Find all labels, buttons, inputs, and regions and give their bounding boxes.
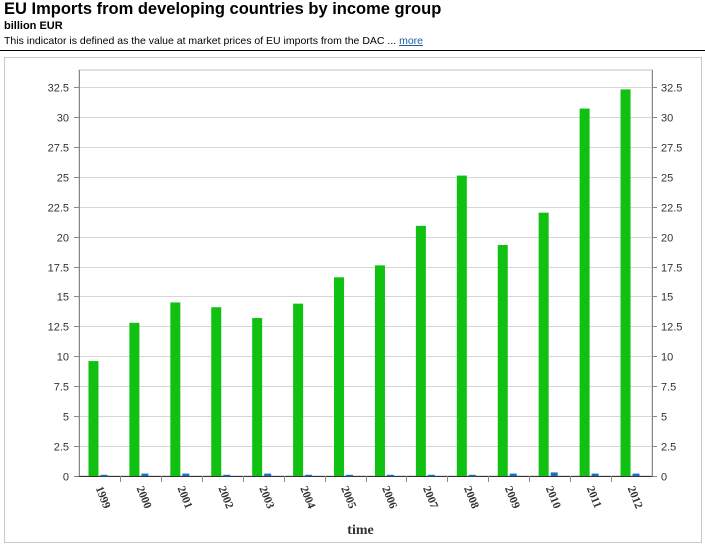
bar-series-1 bbox=[293, 303, 304, 476]
bar-series-2 bbox=[264, 473, 272, 476]
bar-series-1 bbox=[129, 322, 140, 476]
y-tick-label-left: 7.5 bbox=[54, 382, 69, 394]
y-tick-label-left: 10 bbox=[57, 352, 69, 364]
x-tick-label: 2007 bbox=[420, 485, 440, 511]
bar-series-1 bbox=[538, 212, 549, 476]
x-tick-label: 1999 bbox=[93, 485, 113, 511]
y-tick-label-left: 30 bbox=[57, 113, 69, 125]
bar-series-2 bbox=[550, 472, 558, 476]
bar-series-2 bbox=[182, 473, 190, 476]
bar-series-2 bbox=[141, 473, 149, 476]
y-tick-label-right: 10 bbox=[661, 352, 673, 364]
y-tick-label-right: 32.5 bbox=[661, 83, 682, 95]
chart-frame: 0 0 2.5 2.5 5 5 7.5 7.5 10 10 12.5 12.5 15 15 17.5 17.5… bbox=[4, 57, 702, 543]
plot-area bbox=[78, 69, 653, 477]
y-tick-label-right: 7.5 bbox=[661, 382, 676, 394]
bar-series-2 bbox=[591, 473, 599, 476]
bar-series-2 bbox=[223, 474, 231, 477]
y-tick-label-left: 25 bbox=[57, 173, 69, 185]
y-tick-label-left: 5 bbox=[63, 412, 69, 424]
bar-series-1 bbox=[620, 89, 631, 476]
y-tick-label-right: 0 bbox=[661, 472, 667, 484]
y-tick-label-right: 25 bbox=[661, 173, 673, 185]
x-tick-label: 2003 bbox=[256, 485, 276, 511]
y-tick-label-right: 20 bbox=[661, 233, 673, 245]
bar-series-2 bbox=[632, 473, 640, 476]
y-tick-label-right: 27.5 bbox=[661, 143, 682, 155]
x-axis-title: time bbox=[347, 523, 373, 538]
more-link[interactable]: more bbox=[399, 35, 424, 47]
x-tick-label: 2002 bbox=[215, 485, 235, 511]
x-tick-label: 2009 bbox=[502, 485, 522, 511]
y-tick-label-right: 15 bbox=[661, 292, 673, 304]
x-tick-label: 2011 bbox=[584, 485, 604, 510]
y-tick-label-left: 27.5 bbox=[48, 143, 69, 155]
y-tick-label-right: 22.5 bbox=[661, 203, 682, 215]
header: EU Imports from developing countries by … bbox=[4, 0, 704, 48]
y-tick-label-right: 30 bbox=[661, 113, 673, 125]
y-tick-label-left: 32.5 bbox=[48, 83, 69, 95]
x-tick-label: 2008 bbox=[461, 485, 481, 511]
bar-series-1 bbox=[334, 277, 345, 476]
y-tick-label-right: 2.5 bbox=[661, 442, 676, 454]
bar-series-1 bbox=[579, 108, 590, 476]
bar-series-2 bbox=[100, 474, 108, 477]
bar-series-1 bbox=[211, 307, 222, 476]
bar-series-1 bbox=[252, 318, 263, 476]
y-tick-label-left: 22.5 bbox=[48, 203, 69, 215]
y-tick-label-left: 20 bbox=[57, 233, 69, 245]
bar-series-2 bbox=[468, 474, 476, 477]
x-tick-label: 2012 bbox=[625, 485, 645, 511]
y-tick-label-left: 12.5 bbox=[48, 322, 69, 334]
y-tick-label-right: 17.5 bbox=[661, 263, 682, 275]
bar-series-2 bbox=[346, 474, 354, 477]
bar-series-1 bbox=[374, 265, 385, 476]
unit-label: billion EUR bbox=[4, 20, 63, 32]
x-tick-label: 2005 bbox=[338, 485, 358, 511]
x-tick-label: 2010 bbox=[543, 485, 563, 511]
y-tick-label-right: 5 bbox=[661, 412, 667, 424]
bar-chart: 0 0 2.5 2.5 5 5 7.5 7.5 10 10 12.5 12.5 15 15 17.5 17.5… bbox=[48, 69, 682, 538]
y-tick-label-right: 12.5 bbox=[661, 322, 682, 334]
x-tick-label: 2004 bbox=[297, 485, 317, 511]
description-text: This indicator is defined as the value a… bbox=[4, 35, 397, 47]
bar-series-1 bbox=[415, 225, 426, 476]
page-title: EU Imports from developing countries by … bbox=[4, 0, 442, 18]
indicator-description: This indicator is defined as the value a… bbox=[4, 35, 704, 48]
y-tick-label-left: 15 bbox=[57, 292, 69, 304]
bar-series-1 bbox=[88, 361, 99, 476]
bar-series-2 bbox=[509, 473, 517, 476]
bar-series-2 bbox=[427, 474, 435, 477]
header-divider bbox=[0, 50, 705, 51]
bar-series-1 bbox=[170, 302, 181, 476]
y-tick-label-left: 2.5 bbox=[54, 442, 69, 454]
x-tick-label: 2006 bbox=[379, 485, 399, 511]
bar-series-2 bbox=[305, 474, 313, 477]
y-tick-label-left: 0 bbox=[63, 472, 69, 484]
bar-series-2 bbox=[386, 474, 394, 477]
x-tick-label: 2000 bbox=[134, 485, 154, 511]
y-tick-label-left: 17.5 bbox=[48, 263, 69, 275]
x-tick-label: 2001 bbox=[175, 485, 195, 511]
bar-series-1 bbox=[456, 175, 467, 476]
bar-series-1 bbox=[497, 244, 508, 476]
